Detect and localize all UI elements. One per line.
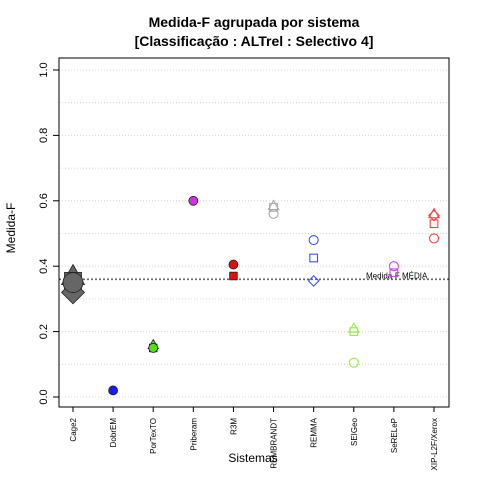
x-tick-label: R3M <box>229 418 238 435</box>
y-tick-label: 0.8 <box>38 128 50 143</box>
data-point-xip-l2f-xerox-diamond <box>428 209 440 222</box>
data-point-remma-circle <box>308 234 319 246</box>
y-tick-label: 0.2 <box>38 324 50 339</box>
plot-frame <box>58 57 450 408</box>
y-axis-label: Medida-F <box>4 203 18 254</box>
chart-title-line1: Medida-F agrupada por sistema <box>149 14 360 30</box>
data-point-seigeo-square <box>349 327 359 336</box>
data-point-priberam-circle <box>188 195 199 206</box>
x-axis: Cage2 DobrEM PorTexTO Priberam R3M REMBRANDT R… <box>69 407 439 470</box>
data-point-xip-l2f-xerox-square <box>429 219 439 229</box>
data-point-portexto-circle <box>148 343 159 353</box>
data-point-seigeo-circle <box>348 357 359 368</box>
data-point-rembrandt-square <box>269 202 278 212</box>
chart-title-line2: [Classificação : ALTrel : Selectivo 4] <box>135 33 374 49</box>
data-point-r3m-square <box>229 271 238 281</box>
y-tick-label: 1.0 <box>38 62 50 77</box>
data-point-cage2-circle <box>62 272 84 293</box>
x-tick-label: REMMA <box>310 417 319 447</box>
data-point-xip-l2f-xerox-circle <box>428 233 440 244</box>
data-point-serelep-circle <box>388 261 399 272</box>
y-tick-label: 0.6 <box>38 193 50 208</box>
data-points <box>60 195 441 396</box>
x-tick-label: REMBRANDT <box>270 418 279 469</box>
x-tick-label: Priberam <box>189 418 198 451</box>
data-point-serelep-square <box>389 268 399 278</box>
data-point-rembrandt-circle <box>268 208 279 219</box>
x-tick-label: Cage2 <box>69 417 78 441</box>
y-tick-label: 0.0 <box>38 389 50 404</box>
data-point-remma-diamond <box>307 274 320 287</box>
y-axis: 0.0 0.2 0.4 0.6 0.8 1.0 <box>38 62 59 405</box>
data-point-r3m-circle <box>228 259 239 270</box>
reference-line-label: Medida-F MÉDIA <box>366 271 428 280</box>
x-tick-label: XIP-L2F/Xerox <box>430 418 439 470</box>
x-axis-label: Sistemas <box>228 451 277 465</box>
grid <box>59 69 449 398</box>
x-tick-label: PorTexTO <box>149 418 158 454</box>
x-tick-label: SEIGeo <box>350 417 359 446</box>
y-tick-label: 0.4 <box>38 259 50 274</box>
x-tick-label: DobrEM <box>109 418 118 448</box>
data-point-dobrem-circle <box>108 385 119 396</box>
data-point-remma-square <box>309 253 319 263</box>
x-tick-label: SeRELeP <box>390 418 399 453</box>
